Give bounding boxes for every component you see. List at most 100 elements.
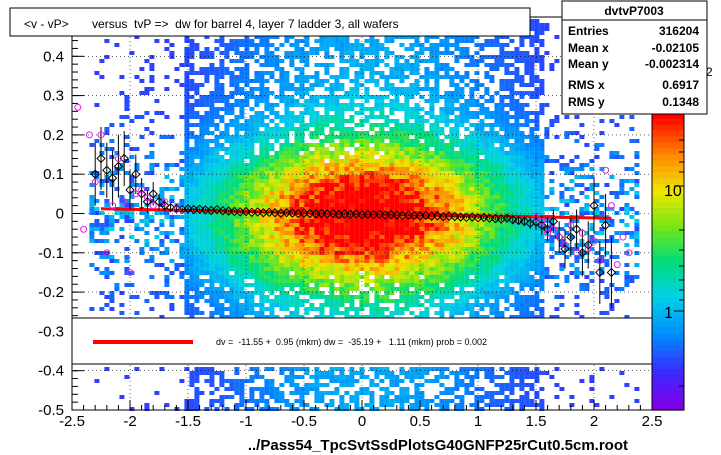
density-cell [329, 131, 335, 135]
density-cell [484, 71, 490, 75]
density-cell [279, 131, 285, 135]
density-cell [474, 87, 480, 91]
density-cell [309, 143, 315, 147]
density-cell [444, 179, 450, 183]
density-cell [379, 115, 385, 119]
density-cell [164, 115, 170, 119]
density-cell [349, 263, 355, 267]
density-cell [259, 75, 265, 79]
density-cell [494, 107, 500, 111]
density-cell [444, 67, 450, 71]
density-cell [449, 111, 455, 115]
density-cell [414, 303, 420, 307]
density-cell [449, 159, 455, 163]
density-cell [339, 227, 345, 231]
density-cell [494, 179, 500, 183]
density-cell [164, 39, 170, 43]
density-cell [479, 271, 485, 275]
density-cell [409, 263, 415, 267]
density-cell [194, 167, 200, 171]
density-cell [494, 391, 500, 395]
density-cell [294, 259, 300, 263]
density-cell [279, 171, 285, 175]
density-cell [134, 295, 140, 299]
density-cell [509, 263, 515, 267]
density-cell [389, 175, 395, 179]
density-cell [519, 83, 525, 87]
density-cell [334, 159, 340, 163]
density-cell [184, 179, 190, 183]
density-cell [274, 223, 280, 227]
density-cell [509, 179, 515, 183]
density-cell [489, 147, 495, 151]
density-cell [504, 83, 510, 87]
density-cell [264, 295, 270, 299]
density-cell [504, 291, 510, 295]
density-cell [364, 295, 370, 299]
density-cell [339, 223, 345, 227]
density-cell [224, 175, 230, 179]
density-cell [189, 223, 195, 227]
density-cell [374, 59, 380, 63]
density-cell [374, 115, 380, 119]
density-cell [344, 199, 350, 203]
density-cell [244, 211, 250, 215]
density-cell [204, 215, 210, 219]
density-cell [209, 131, 215, 135]
density-cell [289, 179, 295, 183]
density-cell [379, 159, 385, 163]
density-cell [469, 63, 475, 67]
density-cell [394, 99, 400, 103]
density-cell [214, 223, 220, 227]
density-cell [434, 207, 440, 211]
density-cell [304, 123, 310, 127]
density-cell [239, 271, 245, 275]
density-cell [459, 35, 465, 39]
density-cell [519, 227, 525, 231]
density-cell [279, 127, 285, 131]
density-cell [339, 131, 345, 135]
density-cell [189, 171, 195, 175]
density-cell [489, 239, 495, 243]
density-cell [394, 175, 400, 179]
density-cell [449, 75, 455, 79]
density-cell [369, 403, 375, 407]
density-cell [484, 235, 490, 239]
density-cell [159, 111, 165, 115]
density-cell [314, 255, 320, 259]
density-cell [429, 91, 435, 95]
density-cell [319, 231, 325, 235]
density-cell [424, 219, 430, 223]
density-cell [349, 267, 355, 271]
density-cell [499, 219, 505, 223]
density-cell [409, 203, 415, 207]
density-cell [149, 291, 155, 295]
density-cell [469, 231, 475, 235]
density-cell [214, 299, 220, 303]
density-cell [259, 115, 265, 119]
density-cell [419, 147, 425, 151]
density-cell [189, 107, 195, 111]
density-cell [314, 159, 320, 163]
density-cell [344, 227, 350, 231]
density-cell [269, 187, 275, 191]
density-cell [479, 243, 485, 247]
density-cell [279, 115, 285, 119]
density-cell [364, 167, 370, 171]
density-cell [224, 55, 230, 59]
density-cell [249, 87, 255, 91]
density-cell [294, 139, 300, 143]
density-cell [254, 51, 260, 55]
density-cell [424, 111, 430, 115]
density-cell [369, 163, 375, 167]
density-cell [274, 47, 280, 51]
density-cell [274, 199, 280, 203]
density-cell [449, 311, 455, 315]
density-cell [224, 275, 230, 279]
density-cell [414, 199, 420, 203]
density-cell [249, 267, 255, 271]
density-cell [424, 311, 430, 315]
density-cell [514, 135, 520, 139]
density-cell [229, 223, 235, 227]
density-cell [339, 87, 345, 91]
